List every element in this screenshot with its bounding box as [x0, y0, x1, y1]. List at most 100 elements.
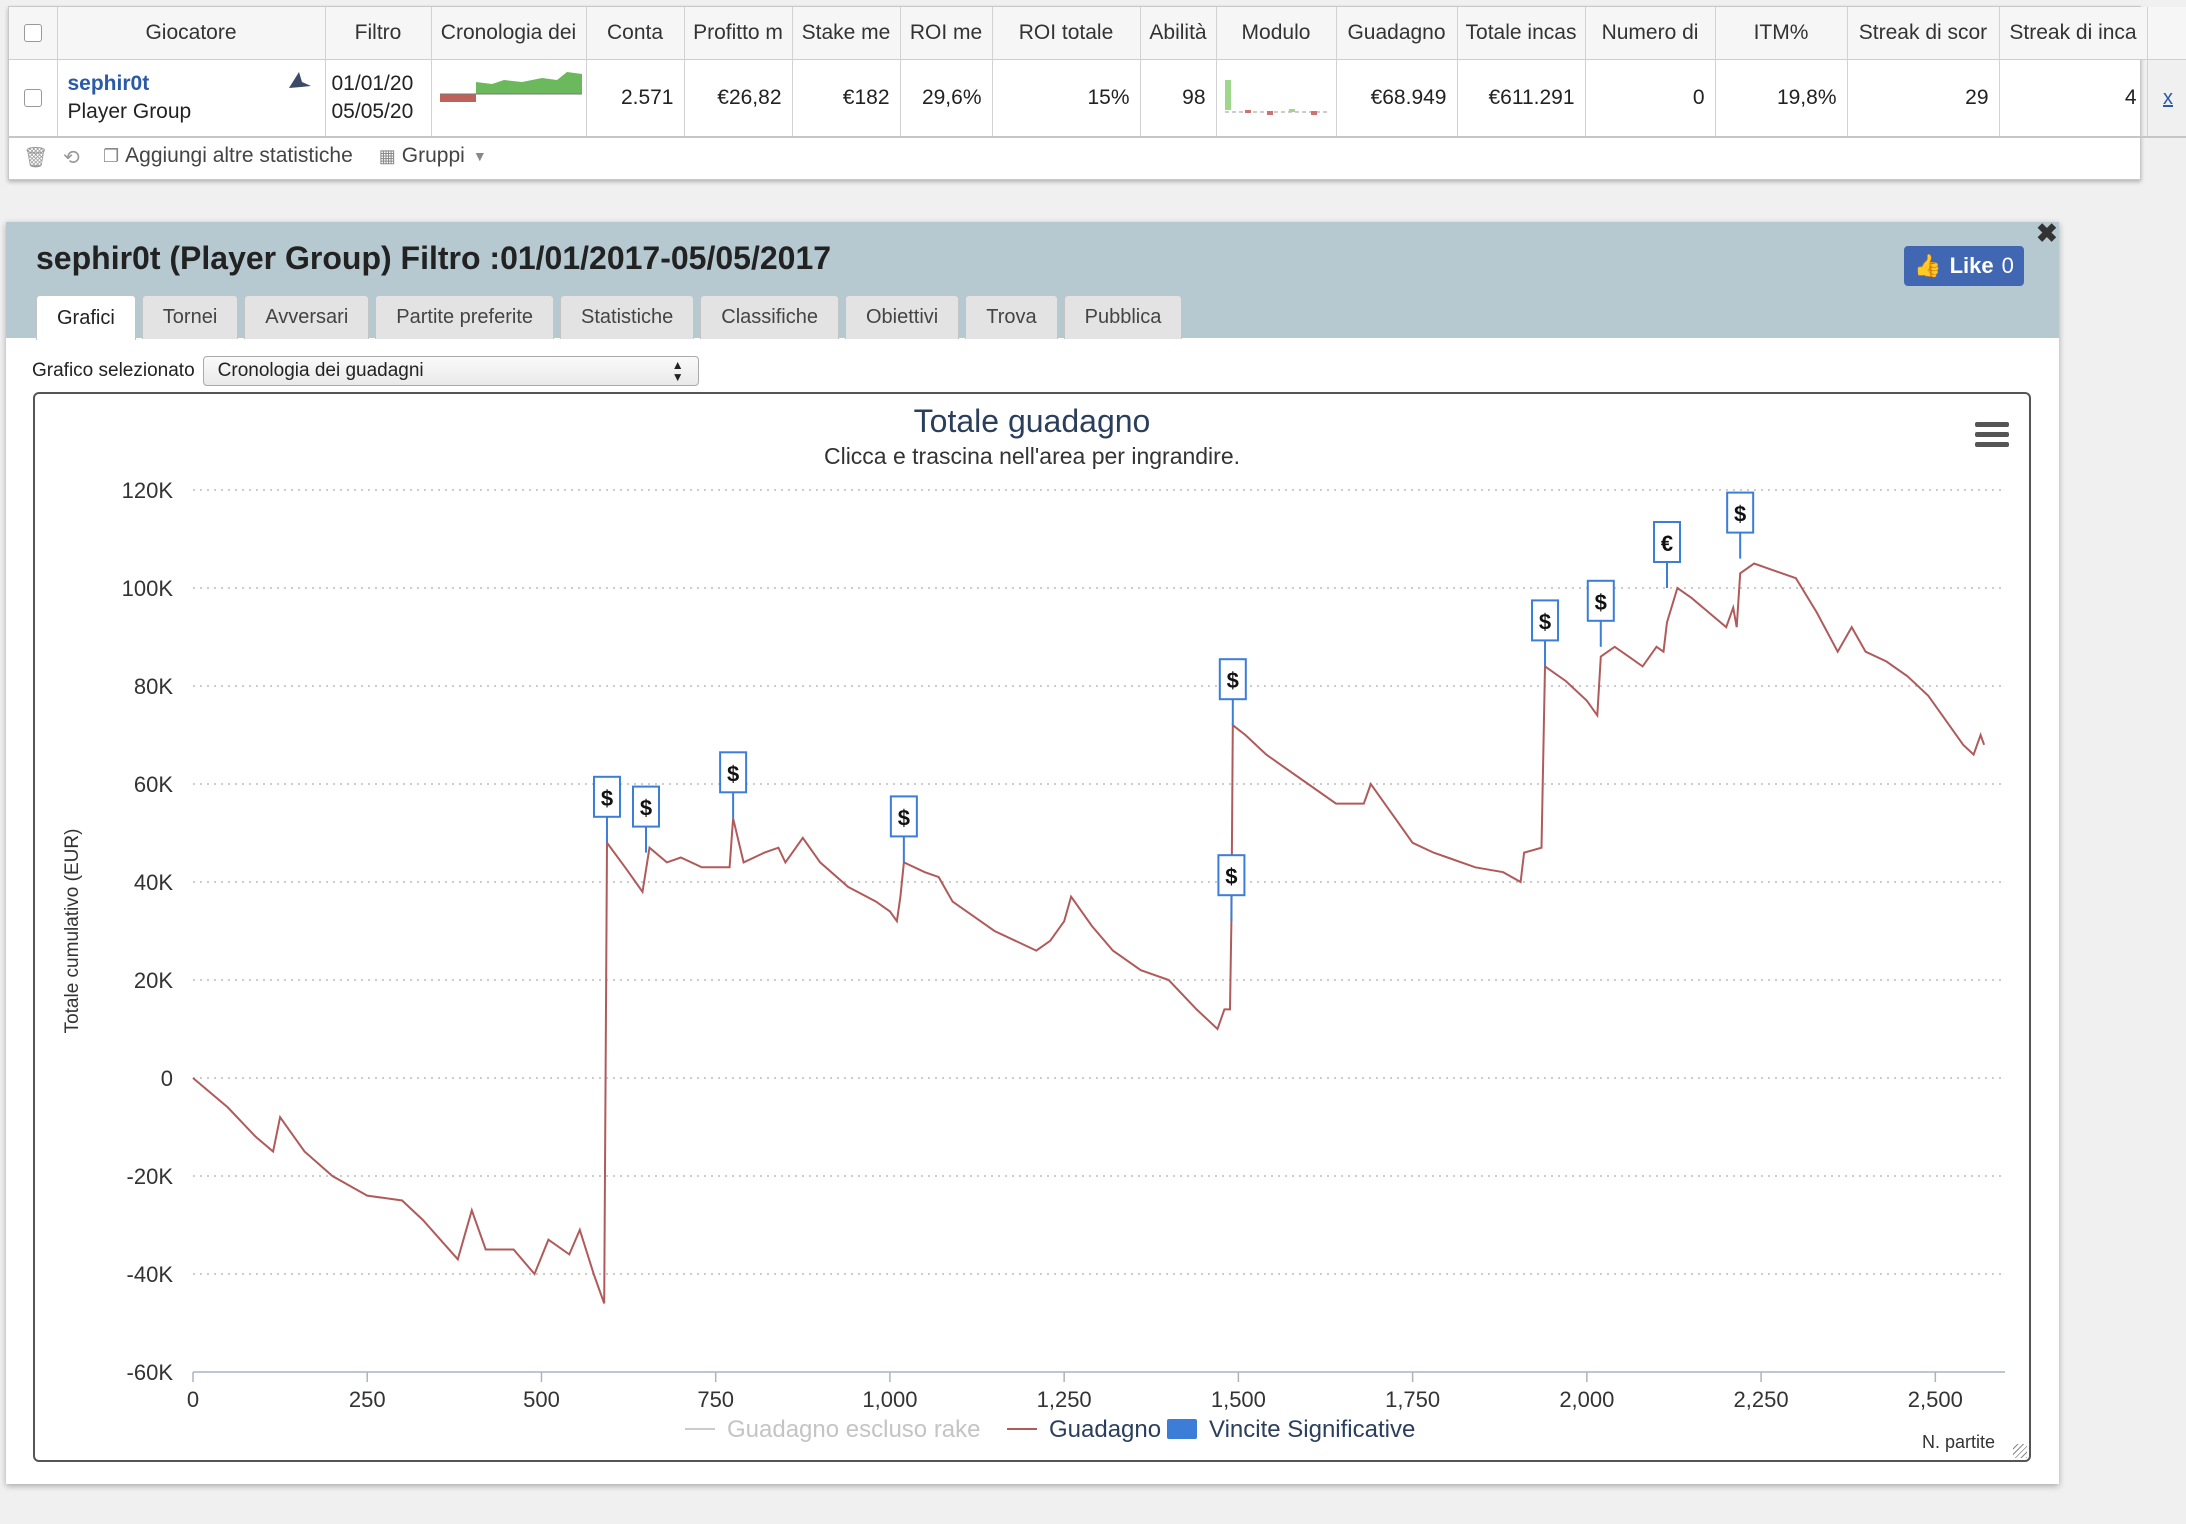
column-header[interactable]: Filtro [325, 7, 432, 60]
resize-handle[interactable] [2013, 1444, 2027, 1458]
flag-label: $ [640, 796, 652, 821]
column-header[interactable]: Numero di [1585, 7, 1716, 60]
x-tick-label: 0 [187, 1387, 199, 1412]
form-bar [1310, 110, 1317, 115]
groups-icon: ▦ [378, 145, 396, 166]
trash-icon[interactable]: 🗑 [23, 147, 49, 169]
significant-win-flag [1652, 521, 1681, 563]
x-tick-label: 500 [523, 1387, 560, 1412]
player-group-label: Player Group [67, 99, 192, 123]
count-value: 2.571 [586, 59, 685, 138]
x-tick-label: 1,000 [862, 1387, 917, 1412]
y-tick-label: 120K [122, 478, 174, 503]
legend-item[interactable]: Guadagno escluso rake [727, 1416, 981, 1443]
column-header[interactable]: Guadagno [1336, 7, 1458, 60]
stats-header-row: Giocatore Filtro Cronologia dei Conta Pr… [9, 7, 2186, 60]
shark-icon [288, 71, 311, 88]
winnings-value: €68.949 [1336, 59, 1458, 138]
panel-title: sephir0t (Player Group) Filtro :01/01/20… [36, 240, 832, 276]
select-arrows-icon: ▲ ▼ [671, 358, 684, 384]
column-header[interactable]: ITM% [1715, 7, 1848, 60]
add-stats-button[interactable]: ❐ Aggiungi altre statistiche [103, 144, 353, 168]
flag-label: $ [898, 805, 910, 830]
column-header[interactable]: Profitto m [684, 7, 793, 60]
column-header[interactable]: Streak di inca [1999, 7, 2148, 60]
column-header[interactable]: Giocatore [57, 7, 326, 60]
player-panel: sephir0t (Player Group) Filtro :01/01/20… [6, 218, 2059, 1484]
legend-symbol [1167, 1419, 1197, 1439]
x-tick-label: 2,000 [1559, 1387, 1614, 1412]
add-window-icon: ❐ [103, 145, 120, 166]
x-axis-title: N. partite [1922, 1432, 1995, 1452]
history-sparkline [439, 71, 582, 102]
tab-pubblica[interactable]: Pubblica [1063, 295, 1183, 339]
chart-menu-icon[interactable] [1975, 422, 2009, 447]
significant-win-flag [1726, 491, 1755, 534]
column-header[interactable]: ROI totale [992, 7, 1141, 60]
column-header[interactable]: Conta [586, 7, 685, 60]
remove-row-link[interactable]: x [2163, 86, 2173, 109]
close-icon[interactable]: ✖ [2036, 218, 2058, 248]
row-checkbox[interactable] [23, 88, 42, 107]
chart-select-dropdown[interactable]: Cronologia dei guadagni ▲ ▼ [202, 356, 699, 386]
column-header[interactable]: Totale incas [1457, 7, 1586, 60]
column-header[interactable]: ROI me [900, 7, 993, 60]
column-header[interactable]: Modulo [1216, 7, 1337, 60]
form-bar [1266, 110, 1273, 115]
legend-item[interactable]: Vincite Significative [1209, 1416, 1415, 1443]
avg-stake-value: €182 [792, 59, 901, 138]
tab-trova[interactable]: Trova [965, 295, 1058, 339]
filter-cell: 01/01/20 05/05/20 [325, 59, 432, 138]
flag-label: $ [601, 786, 613, 811]
significant-win-flag [632, 785, 660, 828]
flag-label: € [1661, 531, 1673, 556]
tab-partite-preferite[interactable]: Partite preferite [375, 295, 555, 339]
like-label: Like [1949, 253, 1994, 278]
y-tick-label: -20K [127, 1164, 174, 1189]
significant-win-flag [592, 775, 621, 818]
facebook-like-button[interactable]: 👍 Like 0 [1904, 246, 2024, 286]
flag-label: $ [1225, 864, 1237, 889]
column-header-empty [2147, 7, 2186, 60]
tab-tornei[interactable]: Tornei [141, 295, 239, 339]
row-checkbox-cell[interactable] [9, 59, 58, 138]
column-header[interactable]: Streak di scor [1847, 7, 2000, 60]
tab-classifiche[interactable]: Classifiche [700, 295, 839, 339]
column-header[interactable]: Abilità [1140, 7, 1217, 60]
select-all-checkbox[interactable] [23, 24, 42, 43]
earnings-chart[interactable]: Totale guadagno Clicca e trascina nell'ar… [35, 394, 2029, 1460]
tab-grafici[interactable]: Grafici [36, 295, 136, 340]
like-count: 0 [2001, 253, 2014, 278]
tab-statistiche[interactable]: Statistiche [560, 295, 695, 339]
filter-to: 05/05/20 [331, 99, 414, 123]
x-tick-label: 1,500 [1211, 1387, 1266, 1412]
significant-win-flag [889, 795, 918, 838]
tab-obiettivi[interactable]: Obiettivi [844, 295, 960, 339]
significant-win-flag [1531, 599, 1560, 642]
thumbs-up-icon: 👍 [1914, 253, 1942, 278]
tab-avversari[interactable]: Avversari [244, 295, 370, 339]
chart-select-value: Cronologia dei guadagni [217, 360, 424, 381]
y-tick-label: 20K [134, 968, 173, 993]
refresh-icon[interactable]: ⟲ [63, 147, 80, 169]
flag-label: $ [1227, 668, 1239, 693]
stats-table: Giocatore Filtro Cronologia dei Conta Pr… [9, 7, 2186, 138]
form-bar [1224, 79, 1231, 110]
chart-container[interactable]: Totale guadagno Clicca e trascina nell'ar… [33, 392, 2031, 1462]
groups-dropdown[interactable]: ▦ Gruppi ▼ [379, 144, 487, 168]
x-tick-label: 1,250 [1037, 1387, 1092, 1412]
y-tick-label: 100K [122, 576, 174, 601]
table-row: sephir0t Player Group 01/01/20 05/05/20 [9, 59, 2186, 138]
total-cashed-value: €611.291 [1457, 59, 1586, 138]
y-tick-label: -40K [127, 1262, 174, 1287]
groups-label: Gruppi [401, 144, 465, 167]
player-name-link[interactable]: sephir0t [67, 71, 150, 95]
chart-select-label: Grafico selezionato [32, 360, 195, 381]
column-header[interactable]: Cronologia dei [431, 7, 587, 60]
sparkline-negative-area [439, 93, 476, 102]
x-tick-label: 2,500 [1908, 1387, 1963, 1412]
legend-item[interactable]: Guadagno [1049, 1416, 1161, 1443]
panel-header: sephir0t (Player Group) Filtro :01/01/20… [6, 218, 2059, 340]
select-all-checkbox-cell[interactable] [9, 7, 58, 60]
column-header[interactable]: Stake me [792, 7, 901, 60]
